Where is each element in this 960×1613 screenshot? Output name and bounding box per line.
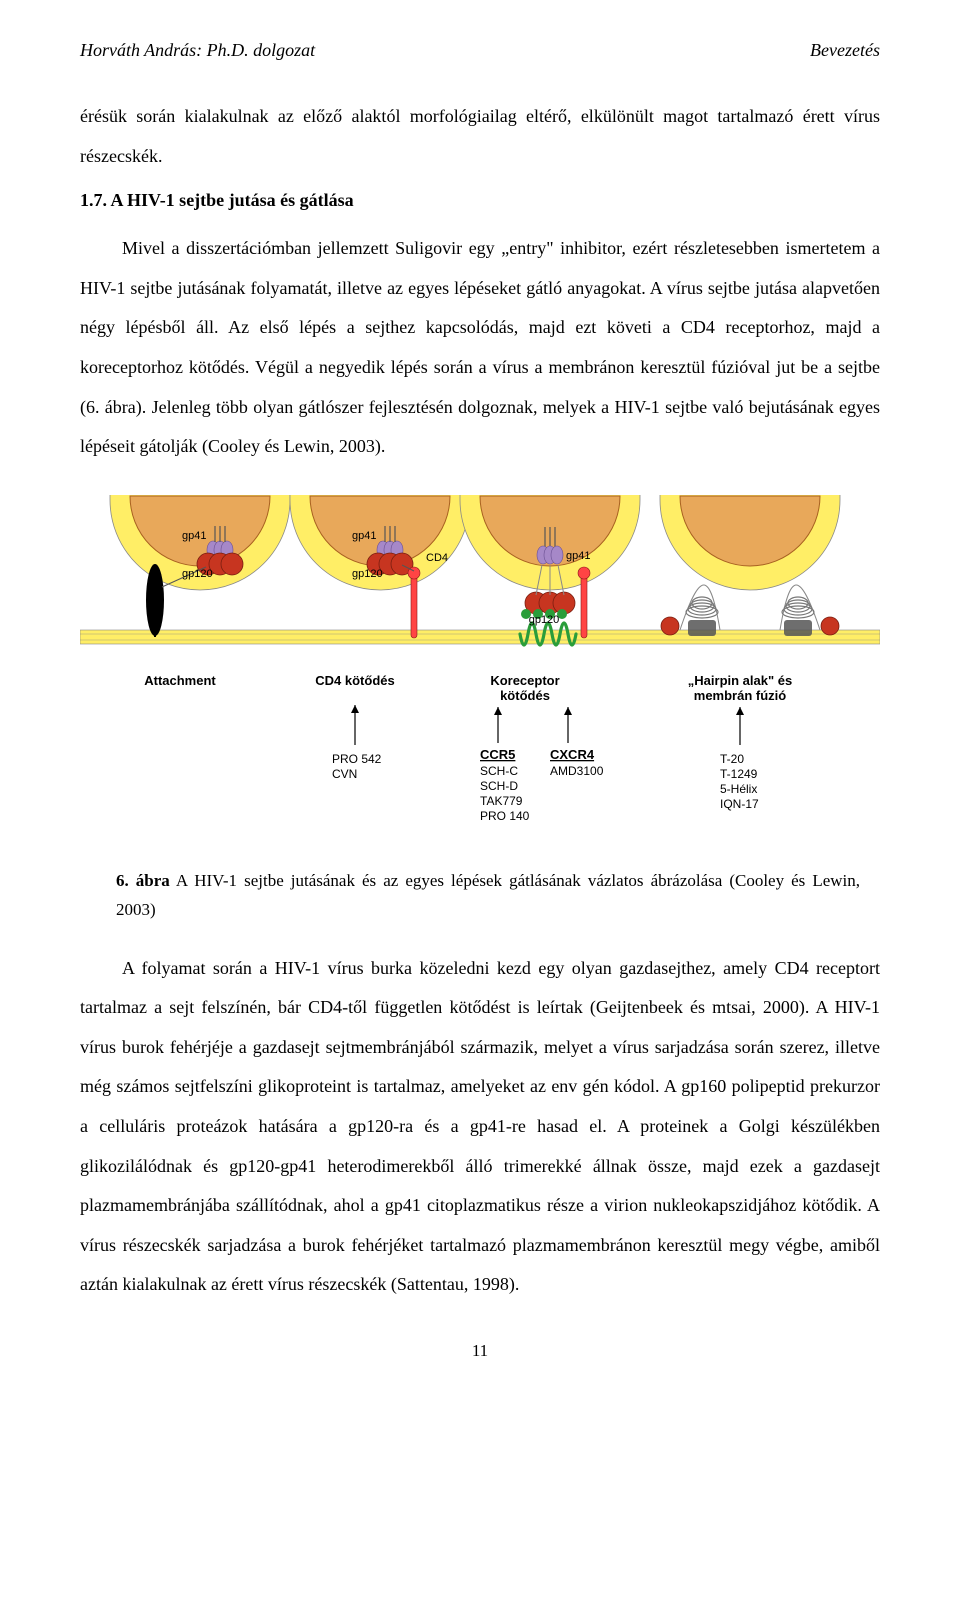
svg-text:T-20: T-20 bbox=[720, 752, 744, 766]
svg-text:Koreceptor: Koreceptor bbox=[490, 673, 559, 688]
svg-text:gp41: gp41 bbox=[352, 530, 376, 542]
figure-6: gp41 gp120 gp41 gp120 CD4 gp41 gp120 Attachmen… bbox=[80, 495, 880, 855]
header-right: Bevezetés bbox=[810, 40, 880, 61]
svg-text:PRO 542: PRO 542 bbox=[332, 752, 382, 766]
entry-diagram-svg: gp41 gp120 gp41 gp120 CD4 gp41 gp120 Attachmen… bbox=[80, 495, 880, 855]
section-number: 1.7. bbox=[80, 190, 107, 210]
svg-text:CD4 kötődés: CD4 kötődés bbox=[315, 673, 394, 688]
paragraph-after-figure: A folyamat során a HIV-1 vírus burka köz… bbox=[80, 949, 880, 1305]
svg-text:Attachment: Attachment bbox=[144, 673, 216, 688]
svg-text:gp120: gp120 bbox=[529, 614, 560, 626]
svg-text:IQN-17: IQN-17 bbox=[720, 797, 759, 811]
svg-text:T-1249: T-1249 bbox=[720, 767, 758, 781]
page-header: Horváth András: Ph.D. dolgozat Bevezetés bbox=[80, 40, 880, 61]
section-heading: 1.7. A HIV-1 sejtbe jutása és gátlása bbox=[80, 190, 880, 211]
svg-text:gp41: gp41 bbox=[566, 550, 590, 562]
section-title: A HIV-1 sejtbe jutása és gátlása bbox=[111, 190, 354, 210]
svg-text:TAK779: TAK779 bbox=[480, 794, 523, 808]
svg-text:gp41: gp41 bbox=[182, 530, 206, 542]
svg-text:gp120: gp120 bbox=[352, 568, 383, 580]
svg-text:SCH-C: SCH-C bbox=[480, 764, 518, 778]
svg-text:CCR5: CCR5 bbox=[480, 747, 515, 762]
svg-text:gp120: gp120 bbox=[182, 568, 213, 580]
svg-text:SCH-D: SCH-D bbox=[480, 779, 518, 793]
svg-text:CD4: CD4 bbox=[426, 552, 448, 564]
svg-text:CXCR4: CXCR4 bbox=[550, 747, 595, 762]
header-left: Horváth András: Ph.D. dolgozat bbox=[80, 40, 315, 61]
svg-text:PRO 140: PRO 140 bbox=[480, 809, 530, 823]
svg-text:AMD3100: AMD3100 bbox=[550, 764, 604, 778]
page-number: 11 bbox=[80, 1341, 880, 1361]
figure-6-caption: 6. ábra A HIV-1 sejtbe jutásának és az e… bbox=[116, 867, 880, 925]
svg-text:CVN: CVN bbox=[332, 767, 357, 781]
svg-text:„Hairpin alak" és: „Hairpin alak" és bbox=[688, 673, 792, 688]
caption-lead: 6. ábra bbox=[116, 871, 170, 890]
svg-text:membrán fúzió: membrán fúzió bbox=[694, 688, 787, 703]
paragraph-continuation: érésük során kialakulnak az előző alaktó… bbox=[80, 97, 880, 176]
svg-text:kötődés: kötődés bbox=[500, 688, 550, 703]
caption-rest: A HIV-1 sejtbe jutásának és az egyes lép… bbox=[116, 871, 860, 919]
paragraph-intro: Mivel a disszertációmban jellemzett Suli… bbox=[80, 229, 880, 467]
svg-text:5-Hélix: 5-Hélix bbox=[720, 782, 757, 796]
